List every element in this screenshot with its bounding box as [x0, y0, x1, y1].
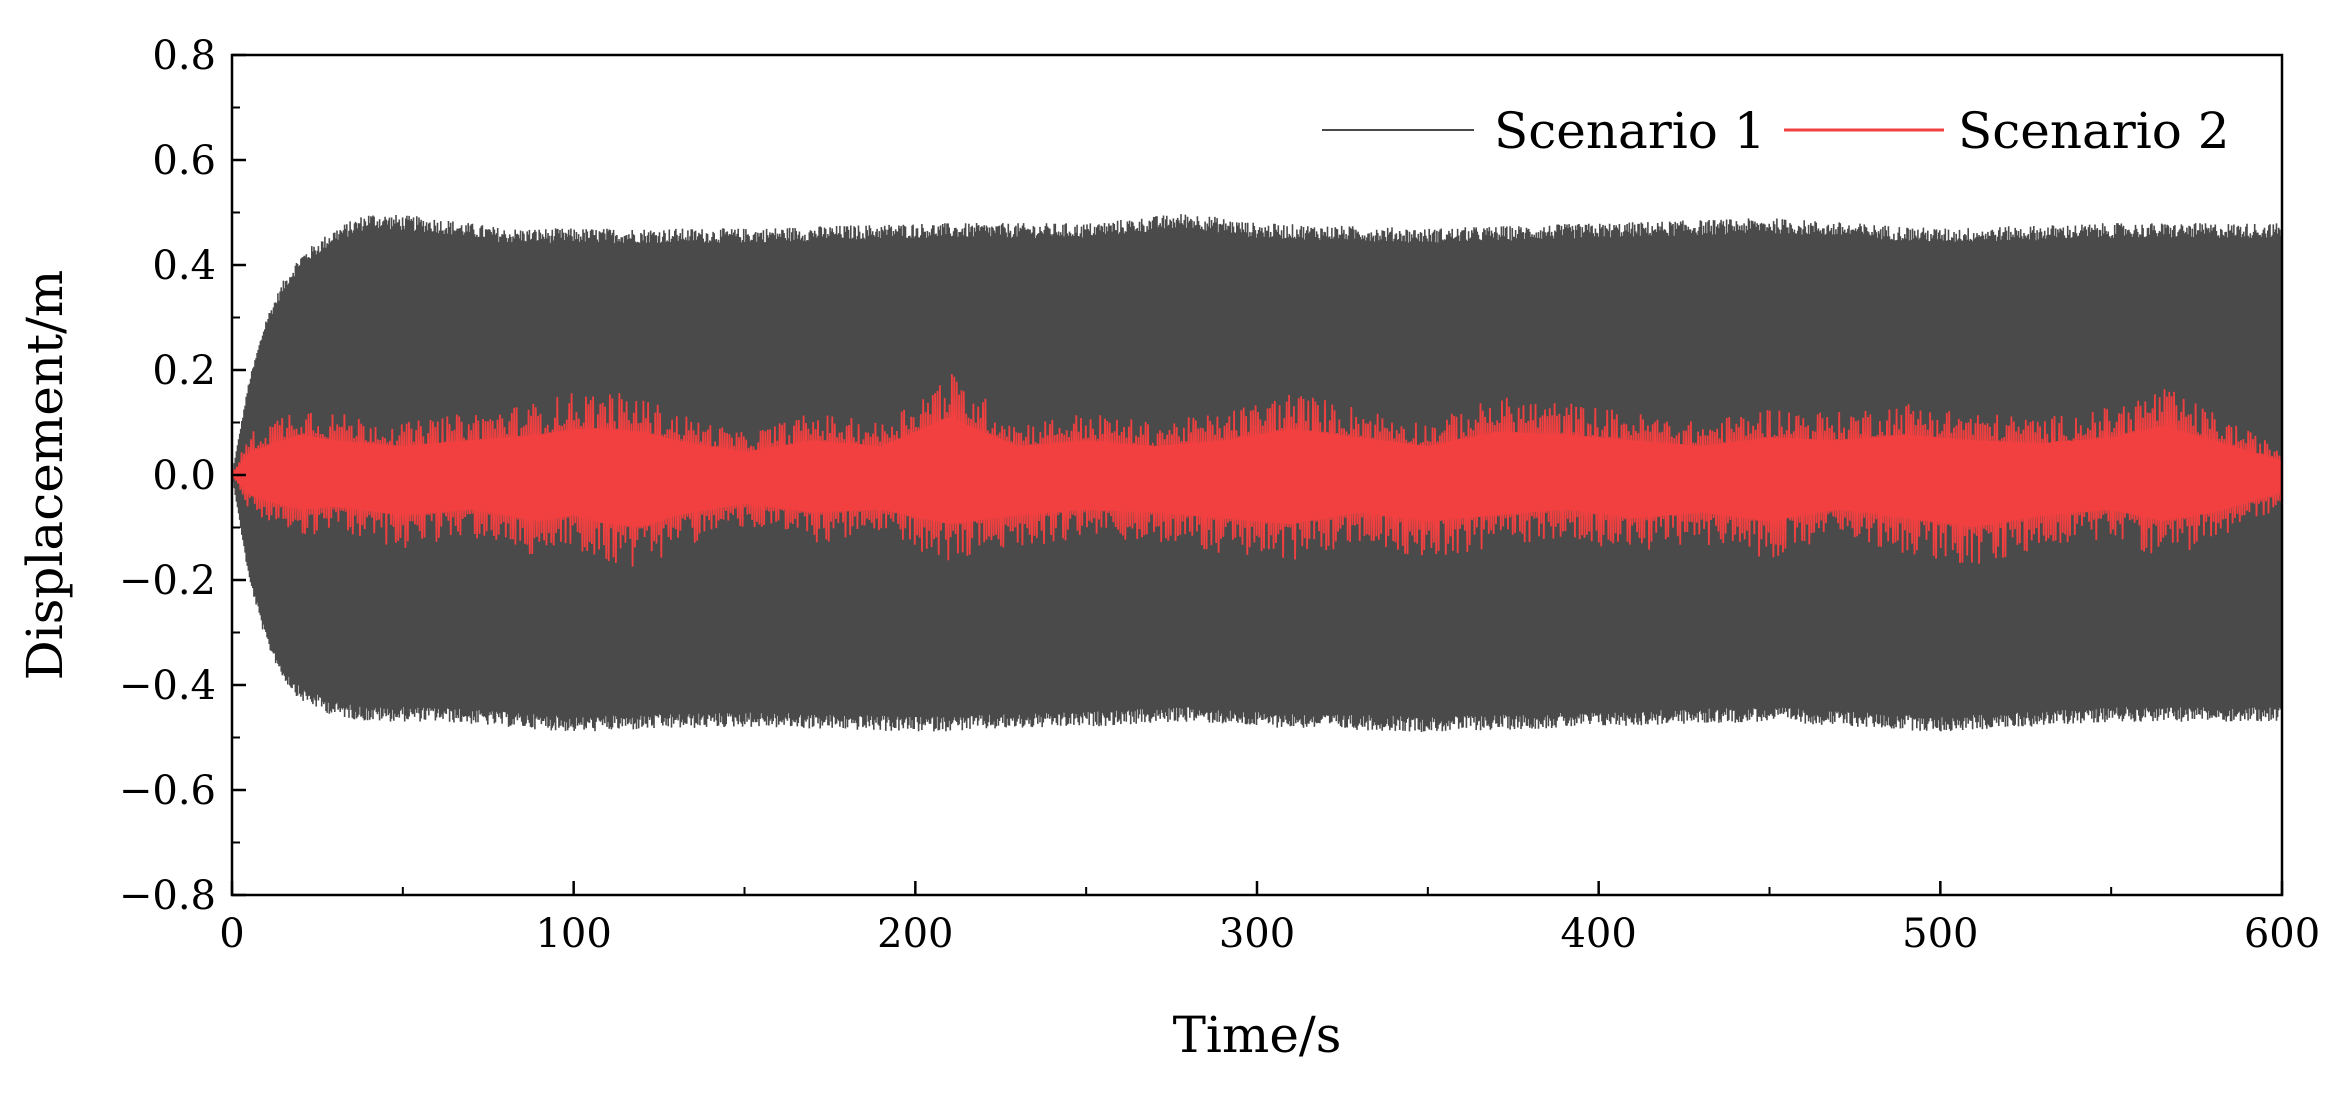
y-axis-title: Displacement/m — [16, 270, 74, 681]
x-tick-label: 0 — [219, 911, 244, 957]
scenario-2-core-band — [232, 417, 2282, 527]
y-axis-ticks: −0.8 −0.6 −0.4 −0.2 0.0 0.2 0.4 0.6 0.8 — [119, 33, 246, 919]
y-tick-label: −0.2 — [119, 558, 216, 604]
y-tick-label: −0.4 — [119, 663, 216, 709]
x-axis-ticks: 0 100 200 300 400 500 600 — [219, 881, 2320, 957]
y-tick-label: −0.6 — [119, 768, 216, 814]
x-tick-label: 600 — [2244, 911, 2320, 957]
y-tick-label: 0.4 — [152, 243, 216, 289]
y-tick-label: −0.8 — [119, 873, 216, 919]
series-line-scenario-2 — [232, 374, 2282, 567]
y-tick-label: 0.8 — [152, 33, 216, 79]
legend: Scenario 1 Scenario 2 — [1322, 102, 2230, 160]
y-tick-label: 0.6 — [152, 138, 216, 184]
x-tick-label: 100 — [535, 911, 611, 957]
x-tick-label: 200 — [877, 911, 953, 957]
legend-label-scenario-1: Scenario 1 — [1494, 102, 1766, 160]
x-tick-label: 500 — [1902, 911, 1978, 957]
x-tick-label: 300 — [1219, 911, 1295, 957]
y-tick-label: 0.0 — [152, 453, 216, 499]
x-axis-title: Time/s — [1173, 1006, 1342, 1064]
x-tick-label: 400 — [1560, 911, 1636, 957]
legend-label-scenario-2: Scenario 2 — [1958, 102, 2230, 160]
y-tick-label: 0.2 — [152, 348, 216, 394]
